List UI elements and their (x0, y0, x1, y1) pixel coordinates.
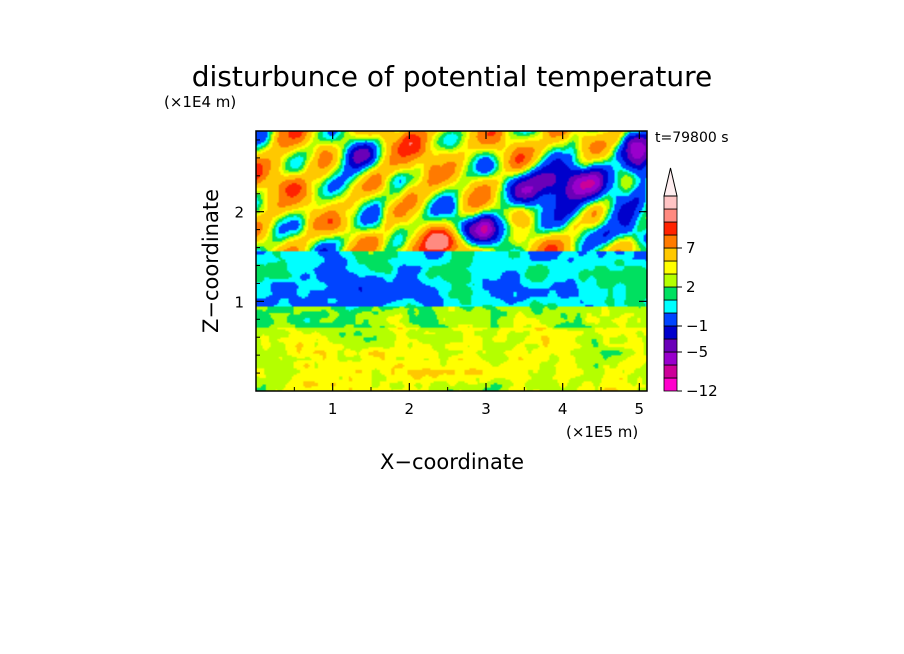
x-tick-label: 3 (481, 400, 491, 418)
heatmap-field (256, 131, 647, 391)
colorbar-bin (663, 260, 678, 275)
colorbar-extend-arrow (663, 167, 678, 197)
colorbar-bin (663, 286, 678, 301)
colorbar-bin (663, 221, 678, 236)
x-tick-label: 4 (558, 400, 568, 418)
colorbar-bin (663, 208, 678, 223)
time-label: t=79800 s (655, 130, 729, 146)
y-tick-label: 2 (234, 204, 244, 222)
x-tick-label: 2 (405, 400, 415, 418)
x-tick-label: 1 (328, 400, 338, 418)
x-axis-label: X−coordinate (380, 450, 524, 474)
colorbar-label: 2 (686, 278, 696, 296)
colorbar-bin (663, 234, 678, 249)
y-axis-label: Z−coordinate (199, 189, 223, 333)
colorbar-bin (663, 273, 678, 288)
colorbar-bin (663, 195, 678, 210)
colorbar-bin (663, 299, 678, 314)
colorbar-bin (663, 247, 678, 262)
colorbar-label: −1 (686, 317, 708, 335)
colorbar-bin (663, 312, 678, 327)
plot-frame (255, 130, 648, 392)
colorbar-bin (663, 325, 678, 340)
colorbar-bin (663, 351, 678, 366)
chart-title: disturbunce of potential temperature (192, 60, 713, 93)
field-image (256, 131, 647, 391)
y-unit-label: (×1E4 m) (164, 93, 236, 111)
x-axis-ticks: 1 2 3 4 5 (293, 131, 645, 418)
colorbar: −12−5−127 (663, 167, 718, 400)
colorbar-bin (663, 364, 678, 379)
y-tick-label: 1 (234, 293, 244, 311)
y-axis-ticks: 12 (234, 139, 647, 374)
colorbar-label: −5 (686, 343, 708, 361)
colorbar-label: −12 (686, 382, 718, 400)
colorbar-bin (663, 377, 678, 392)
colorbar-bin (663, 338, 678, 353)
colorbar-label: 7 (686, 239, 696, 257)
x-unit-label: (×1E5 m) (566, 423, 638, 441)
x-tick-label: 5 (635, 400, 645, 418)
